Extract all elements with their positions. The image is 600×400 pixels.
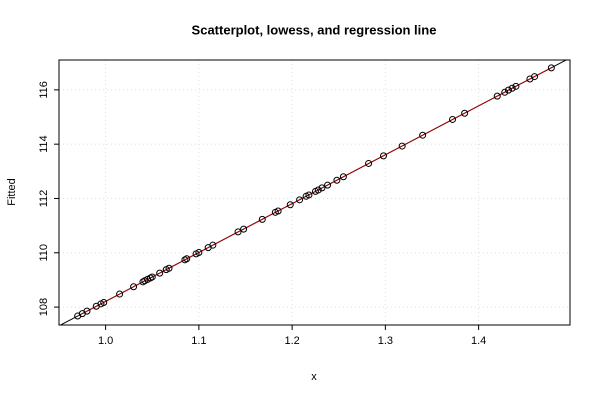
point bbox=[333, 176, 341, 184]
point bbox=[195, 249, 203, 257]
point bbox=[324, 181, 332, 189]
point bbox=[83, 307, 91, 315]
y-axis-label: Fitted bbox=[6, 178, 18, 206]
point bbox=[148, 273, 156, 281]
point bbox=[365, 159, 373, 167]
plot-frame bbox=[58, 59, 571, 326]
point bbox=[504, 86, 512, 94]
point bbox=[512, 82, 520, 90]
y-tick-label: 116 bbox=[38, 81, 50, 99]
point bbox=[501, 88, 509, 96]
x-tick-label: 1.0 bbox=[98, 335, 113, 347]
point bbox=[419, 131, 427, 139]
x-tick-label: 1.4 bbox=[471, 335, 486, 347]
point bbox=[100, 298, 108, 306]
point bbox=[130, 283, 138, 291]
point bbox=[156, 269, 164, 277]
point bbox=[286, 201, 294, 209]
x-tick-label: 1.3 bbox=[378, 335, 393, 347]
point bbox=[547, 64, 555, 72]
point bbox=[274, 207, 282, 215]
y-tick-label: 112 bbox=[38, 190, 50, 208]
point bbox=[318, 184, 326, 192]
point bbox=[461, 109, 469, 117]
point bbox=[296, 196, 304, 204]
point bbox=[183, 255, 191, 263]
point bbox=[380, 152, 388, 160]
point bbox=[258, 215, 266, 223]
x-axis-label: x bbox=[311, 371, 317, 383]
point bbox=[531, 73, 539, 81]
point bbox=[493, 92, 501, 100]
x-tick-label: 1.2 bbox=[284, 335, 299, 347]
point bbox=[116, 290, 124, 298]
point bbox=[398, 142, 406, 150]
point bbox=[449, 115, 457, 123]
point bbox=[508, 84, 516, 92]
point bbox=[240, 225, 248, 233]
point bbox=[305, 191, 313, 199]
point bbox=[165, 264, 173, 272]
y-tick-label: 108 bbox=[38, 298, 50, 316]
chart-title: Scatterplot, lowess, and regression line bbox=[192, 22, 437, 37]
point bbox=[339, 173, 347, 181]
point bbox=[314, 186, 322, 194]
point bbox=[234, 228, 242, 236]
y-tick-label: 114 bbox=[38, 135, 50, 153]
y-tick-label: 110 bbox=[38, 244, 50, 262]
point bbox=[209, 241, 217, 249]
x-tick-label: 1.1 bbox=[191, 335, 206, 347]
